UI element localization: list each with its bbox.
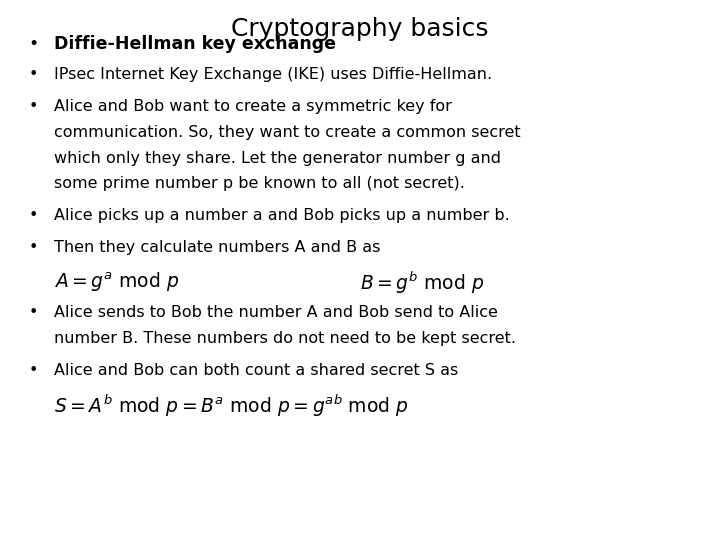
Text: IPsec Internet Key Exchange (IKE) uses Diffie-Hellman.: IPsec Internet Key Exchange (IKE) uses D… xyxy=(54,67,492,82)
Text: Then they calculate numbers A and B as: Then they calculate numbers A and B as xyxy=(54,240,380,255)
Text: Alice and Bob want to create a symmetric key for: Alice and Bob want to create a symmetric… xyxy=(54,99,452,114)
Text: •: • xyxy=(29,99,38,114)
Text: Diffie-Hellman key exchange: Diffie-Hellman key exchange xyxy=(54,35,336,53)
Text: communication. So, they want to create a common secret: communication. So, they want to create a… xyxy=(54,125,521,140)
Text: which only they share. Let the generator number g and: which only they share. Let the generator… xyxy=(54,151,501,166)
Text: Alice picks up a number a and Bob picks up a number b.: Alice picks up a number a and Bob picks … xyxy=(54,208,510,223)
Text: Alice and Bob can both count a shared secret S as: Alice and Bob can both count a shared se… xyxy=(54,363,458,378)
Text: $\mathit{B} = \mathit{g}^{\mathit{b}}\ \mathrm{mod}\ \mathit{p}$: $\mathit{B} = \mathit{g}^{\mathit{b}}\ \… xyxy=(360,270,485,296)
Text: number B. These numbers do not need to be kept secret.: number B. These numbers do not need to b… xyxy=(54,331,516,346)
Text: •: • xyxy=(29,305,38,320)
Text: $\mathit{A} = \mathit{g}^{\mathit{a}}\ \mathrm{mod}\ \mathit{p}$: $\mathit{A} = \mathit{g}^{\mathit{a}}\ \… xyxy=(54,270,179,294)
Text: •: • xyxy=(29,35,39,53)
Text: Alice sends to Bob the number A and Bob send to Alice: Alice sends to Bob the number A and Bob … xyxy=(54,305,498,320)
Text: Cryptography basics: Cryptography basics xyxy=(231,17,489,41)
Text: •: • xyxy=(29,240,38,255)
Text: •: • xyxy=(29,363,38,378)
Text: •: • xyxy=(29,208,38,223)
Text: some prime number p be known to all (not secret).: some prime number p be known to all (not… xyxy=(54,177,465,192)
Text: •: • xyxy=(29,67,38,82)
Text: $\mathit{S} = \mathit{A}^{\mathit{b}}\ \mathrm{mod}\ \mathit{p} = \mathit{B}^{\m: $\mathit{S} = \mathit{A}^{\mathit{b}}\ \… xyxy=(54,393,409,420)
